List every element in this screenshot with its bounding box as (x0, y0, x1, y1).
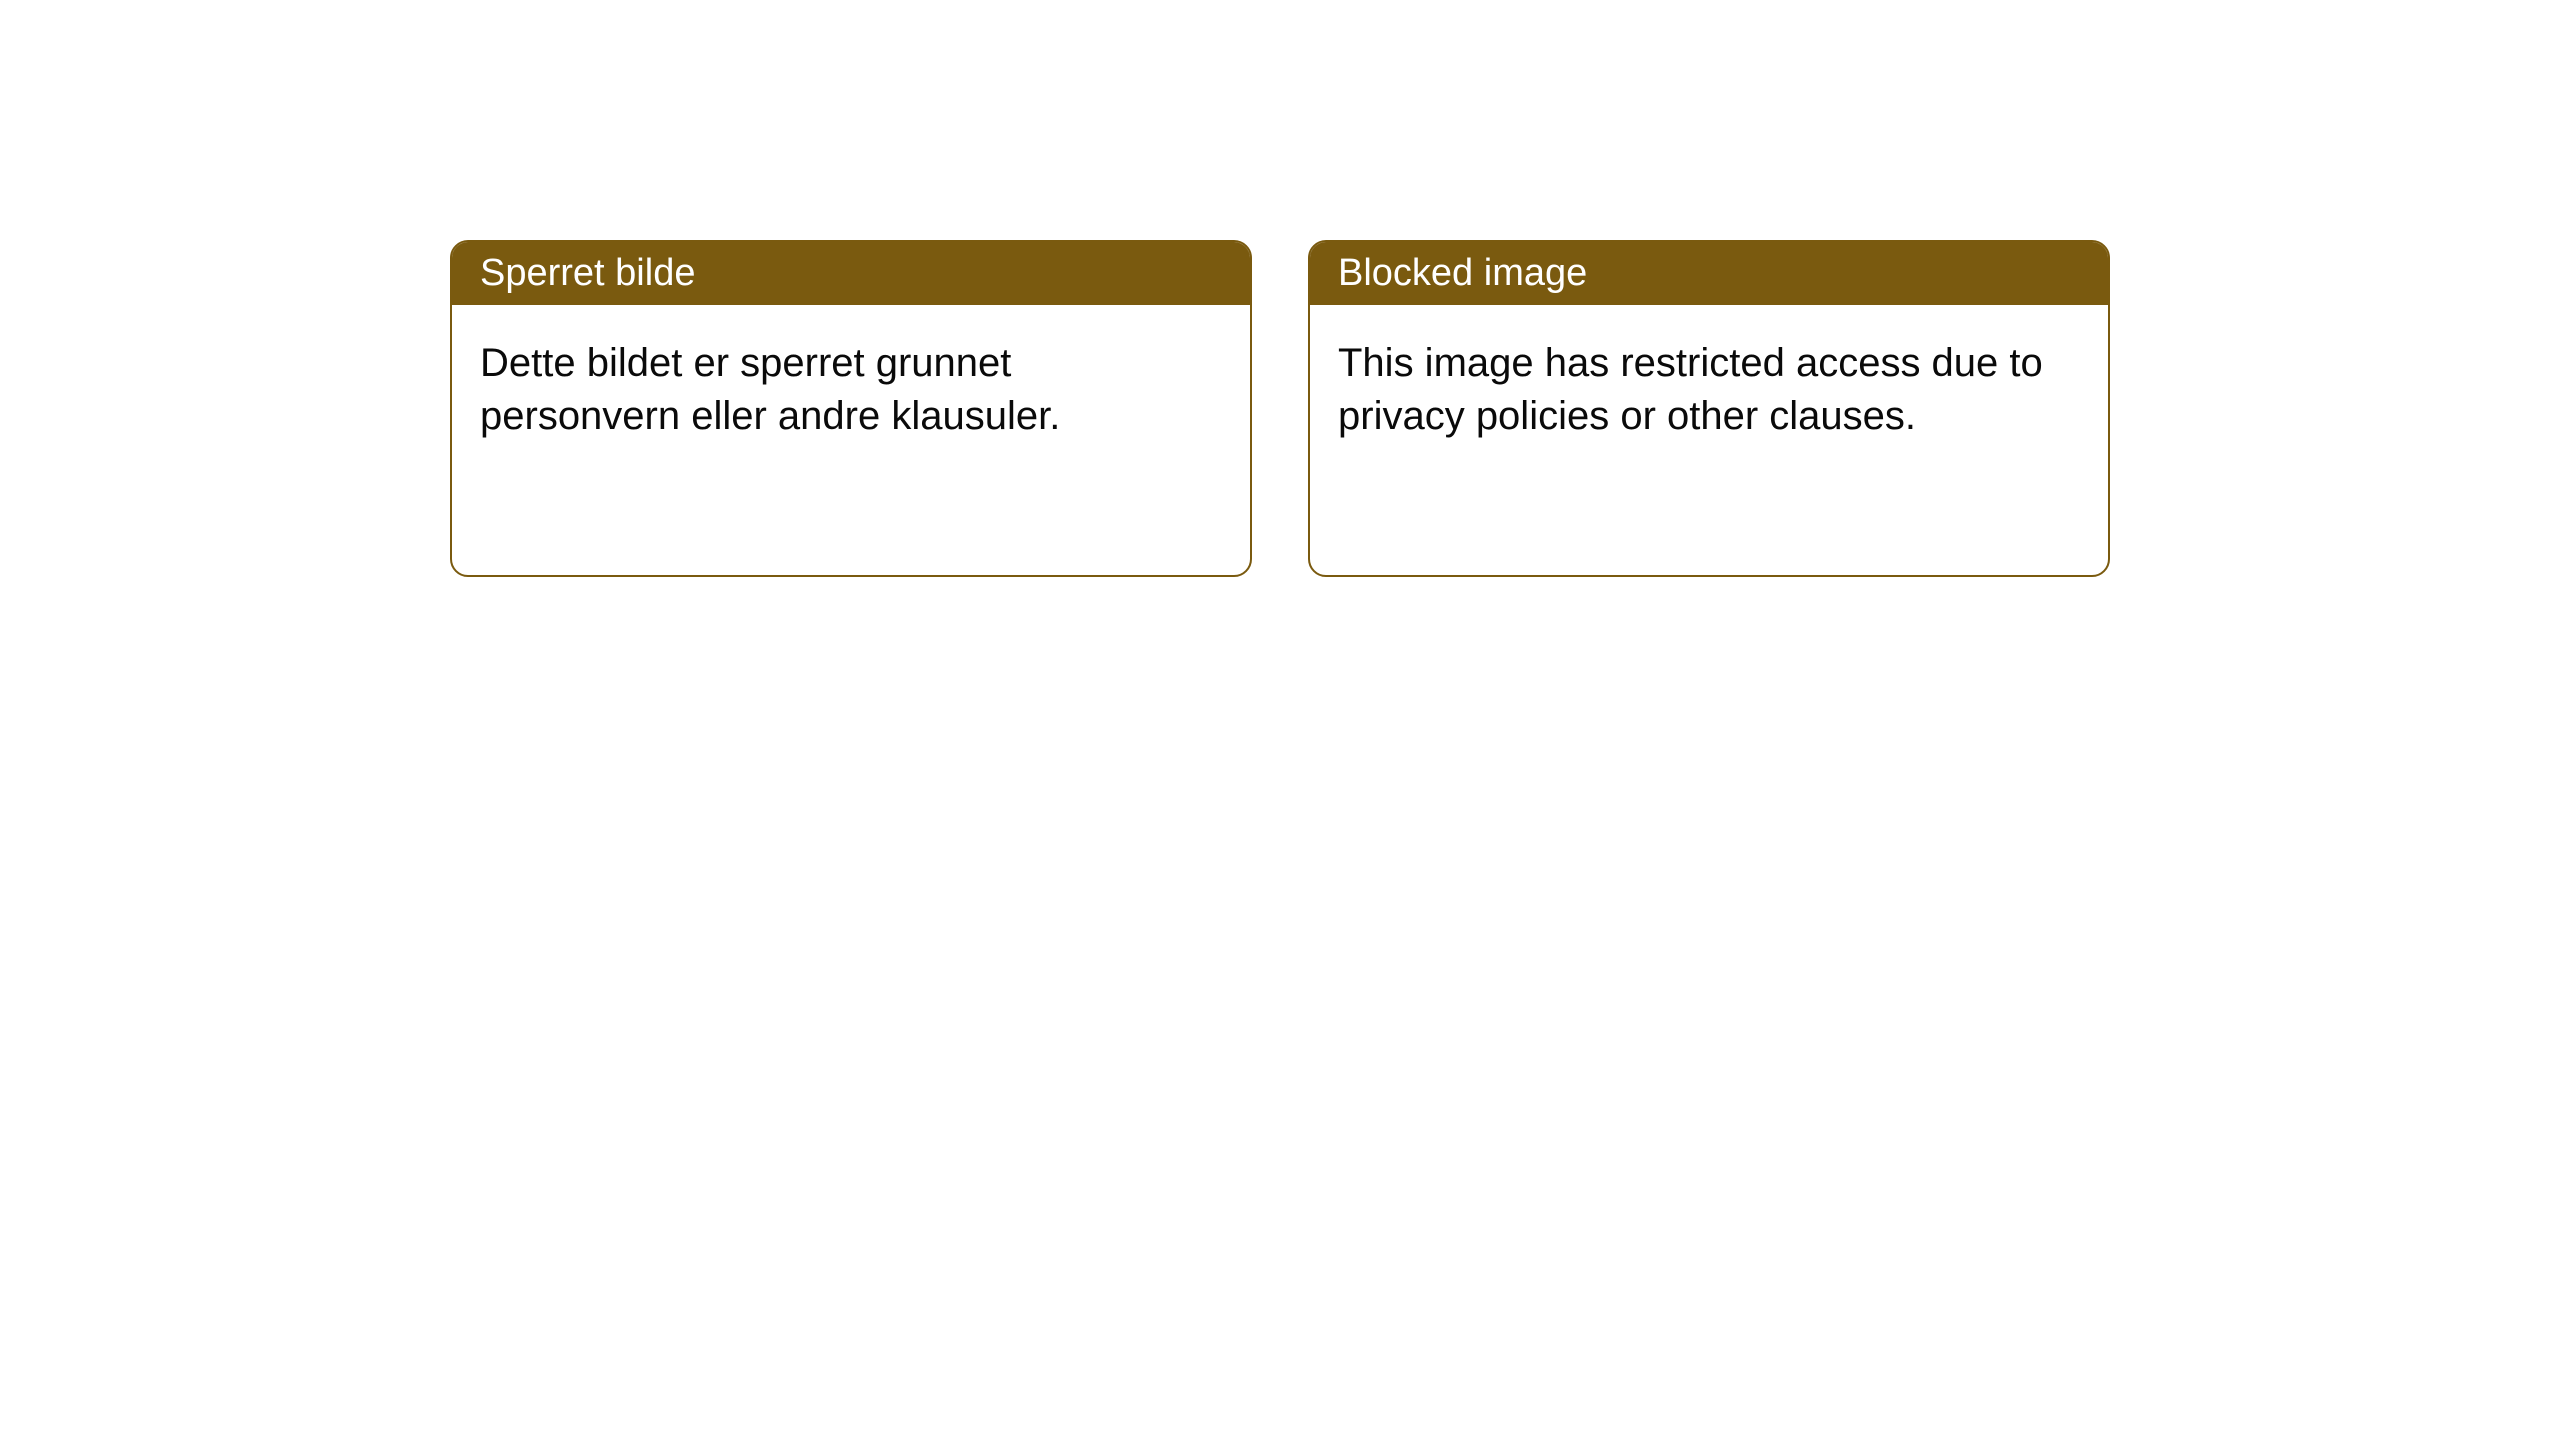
notice-title: Blocked image (1338, 252, 1587, 294)
notice-body: This image has restricted access due to … (1310, 305, 2108, 575)
notice-body: Dette bildet er sperret grunnet personve… (452, 305, 1250, 575)
notice-header: Blocked image (1310, 242, 2108, 305)
notice-body-text: This image has restricted access due to … (1338, 341, 2043, 438)
notice-title: Sperret bilde (480, 252, 695, 294)
notice-card-english: Blocked image This image has restricted … (1308, 240, 2110, 577)
notice-body-text: Dette bildet er sperret grunnet personve… (480, 341, 1060, 438)
notice-container: Sperret bilde Dette bildet er sperret gr… (0, 0, 2560, 577)
notice-header: Sperret bilde (452, 242, 1250, 305)
notice-card-norwegian: Sperret bilde Dette bildet er sperret gr… (450, 240, 1252, 577)
